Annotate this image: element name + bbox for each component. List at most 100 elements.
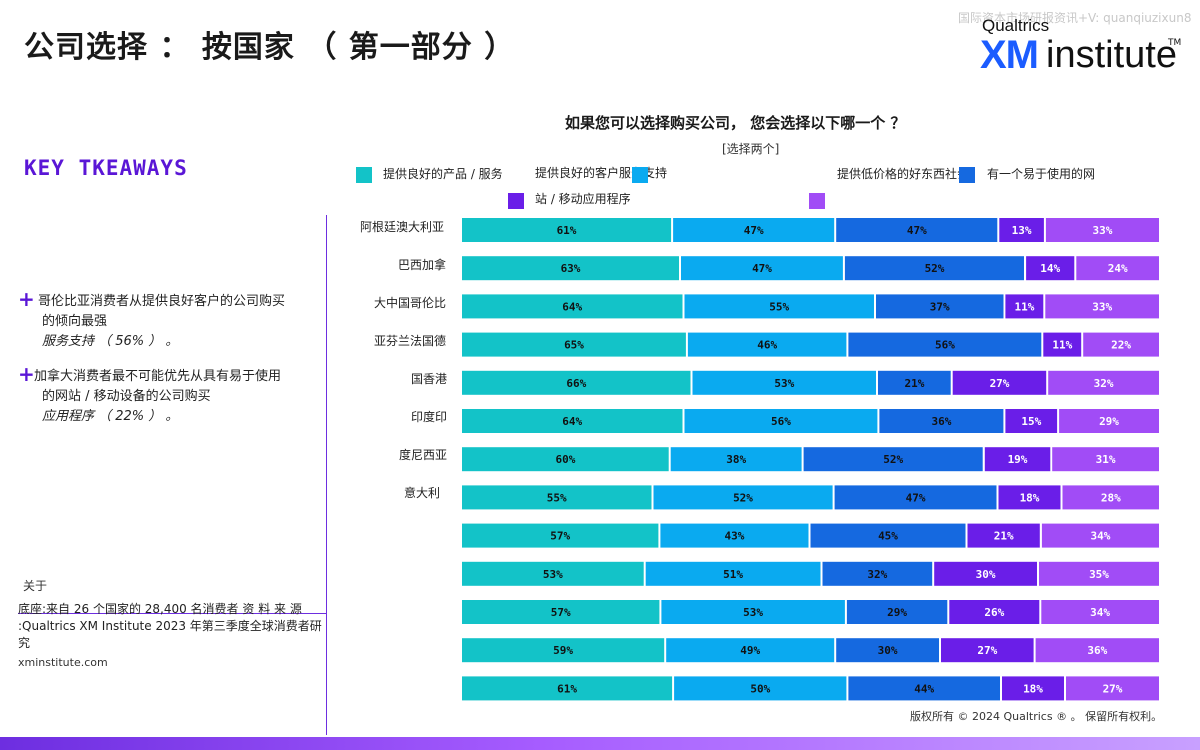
bar-segment: [952, 370, 1047, 395]
bar-segment: [1045, 218, 1159, 242]
bar-value-label: 27%: [977, 644, 997, 657]
bar-segment: [666, 638, 835, 663]
bar-segment: [984, 447, 1051, 472]
bar-segment: [462, 676, 673, 701]
row-label: 印度印: [411, 410, 448, 424]
site-link[interactable]: xminstitute.com: [18, 656, 108, 669]
bar-value-label: 28%: [1101, 491, 1121, 504]
bar-value-label: 27%: [990, 377, 1010, 390]
bar-segment: [462, 370, 691, 395]
bar-value-label: 26%: [984, 606, 1004, 619]
bar-value-label: 56%: [935, 339, 955, 352]
bar-segment: [1002, 676, 1064, 701]
plus-icon: +: [18, 362, 35, 386]
bar-segment: [822, 561, 933, 586]
bar-segment: [1062, 485, 1159, 510]
bar-segment: [1005, 294, 1044, 319]
bar-value-label: 53%: [774, 377, 794, 390]
bullet-line: 哥伦比亚消费者从提供良好客户的公司购买: [38, 294, 286, 309]
bar-segment: [462, 256, 679, 281]
logo-institute-text: institute: [1046, 34, 1177, 76]
bar-segment: [462, 332, 686, 357]
bar-segment: [1026, 256, 1075, 281]
bar-segment: [462, 485, 652, 510]
bar-segment: [462, 218, 672, 242]
bar-segment: [673, 218, 835, 242]
row-label: 阿根廷澳大利亚: [360, 220, 445, 234]
bar-value-label: 56%: [771, 415, 791, 428]
takeaway-bullet-1: + 哥伦比亚消费者从提供良好客户的公司购买 的倾向最强 服务支持 （ 56% ）…: [18, 289, 318, 352]
bar-value-label: 44%: [914, 682, 934, 695]
legend-swatch-1: [356, 167, 372, 183]
bar-segment: [834, 485, 997, 510]
legend-label-1: 提供良好的产品 / 服务: [383, 167, 503, 181]
bar-value-label: 34%: [1090, 606, 1110, 619]
bar-value-label: 46%: [757, 339, 777, 352]
bar-segment: [462, 638, 665, 663]
bar-value-label: 52%: [883, 453, 903, 466]
bar-segment: [1043, 332, 1082, 357]
key-takeaways-heading: KEY TKEAWAYS: [24, 156, 188, 180]
bar-value-label: 52%: [925, 262, 945, 275]
bar-segment: [660, 523, 809, 548]
bar-segment: [1066, 676, 1159, 701]
bar-value-label: 27%: [1103, 682, 1123, 695]
bullet-line: 的倾向最强: [42, 314, 108, 329]
bar-value-label: 11%: [1014, 300, 1034, 313]
bar-value-label: 61%: [557, 682, 577, 695]
bar-segment: [1041, 600, 1159, 624]
page-title: 公司选择 ： 按国家 （ 第一部分 ）: [24, 30, 516, 65]
bar-segment: [684, 294, 874, 319]
row-label: 意大利: [404, 486, 441, 500]
takeaway-bullet-2: + 加拿大消费者最不可能优先从具有易于使用 的网站 / 移动设备的公司购买 应用…: [18, 362, 318, 427]
legend-label-4: 有一个易于使用的网: [987, 167, 1096, 181]
bar-segment: [876, 294, 1004, 319]
bar-value-label: 29%: [1099, 415, 1119, 428]
bar-value-label: 53%: [543, 568, 563, 581]
bar-segment: [692, 370, 876, 395]
bar-segment: [681, 256, 843, 281]
bar-value-label: 38%: [726, 453, 746, 466]
bar-segment: [810, 523, 966, 548]
bar-value-label: 36%: [931, 415, 951, 428]
bar-segment: [844, 256, 1024, 281]
base-line: 究: [18, 636, 31, 650]
bullet-line: 服务支持 （ 56% ） 。: [42, 334, 179, 349]
row-label: 度尼西亚: [399, 448, 448, 462]
legend-swatch-4: [508, 193, 524, 209]
bar-value-label: 47%: [906, 491, 926, 504]
logo-tm-text: TM: [1168, 38, 1182, 48]
bar-value-label: 22%: [1111, 339, 1131, 352]
bar-value-label: 53%: [743, 606, 763, 619]
bar-segment: [684, 409, 878, 433]
base-line: 底座:来自 26 个国家的 28,400 名消费者 资 料 来 源: [18, 602, 302, 616]
bar-value-label: 14%: [1040, 262, 1060, 275]
bullet-line: 的网站 / 移动设备的公司购买: [42, 389, 211, 404]
logo-xm-text: XM: [980, 33, 1039, 77]
bar-value-label: 52%: [733, 491, 753, 504]
bar-value-label: 36%: [1087, 644, 1107, 657]
bar-segment: [879, 409, 1004, 433]
horizontal-divider: [18, 613, 326, 614]
bar-segment: [836, 218, 998, 242]
bar-value-label: 63%: [561, 262, 581, 275]
bar-segment: [462, 409, 683, 433]
bar-value-label: 33%: [1092, 224, 1112, 237]
legend-swatch-2: [632, 167, 648, 183]
bar-value-label: 34%: [1090, 530, 1110, 543]
qualtrics-xm-institute-logo: Qualtrics XM institute TM: [980, 16, 1185, 78]
bar-value-label: 57%: [551, 606, 571, 619]
bar-segment: [1041, 523, 1159, 548]
bar-segment: [462, 523, 659, 548]
row-label: 亚芬兰法国德: [374, 334, 447, 348]
bar-value-label: 64%: [562, 415, 582, 428]
bar-value-label: 37%: [930, 300, 950, 313]
bar-value-label: 21%: [904, 377, 924, 390]
chart-title: 如果您可以选择购买公司， 您会选择以下哪一个 ？: [565, 114, 906, 132]
bar-value-label: 50%: [750, 682, 770, 695]
base-line: :Qualtrics XM Institute 2023 年第三季度全球消费者研: [18, 619, 322, 633]
bar-segment: [1005, 409, 1058, 433]
bar-value-label: 18%: [1020, 491, 1040, 504]
legend-label-3: 提供低价格的好东西社会: [837, 167, 970, 181]
